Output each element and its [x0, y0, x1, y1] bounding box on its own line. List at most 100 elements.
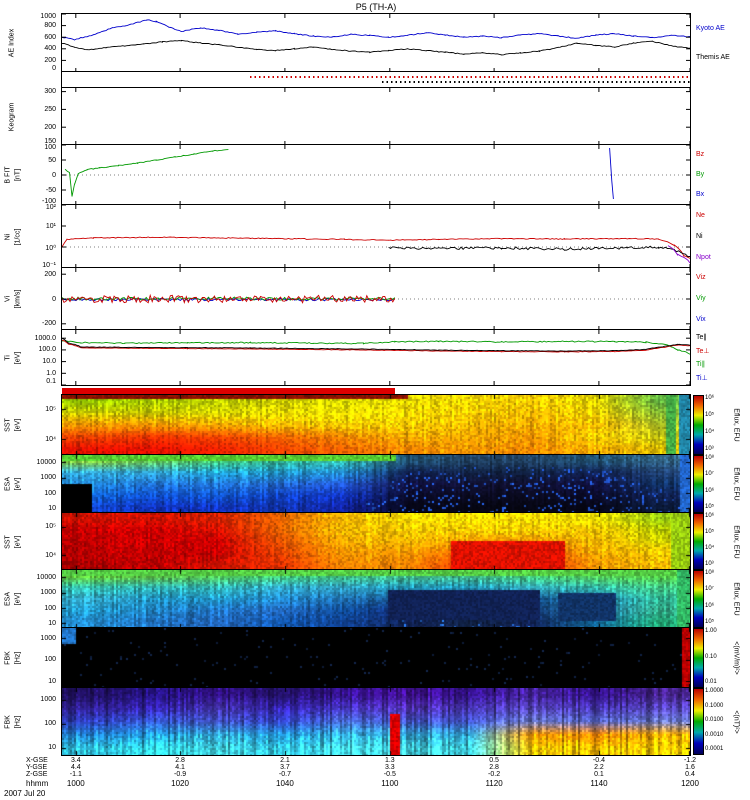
ytick-label: 600 [44, 33, 56, 41]
availability-bar-segment [62, 388, 395, 394]
cbar-tick-label: 0.0001 [705, 746, 724, 752]
ytick-label: 800 [44, 22, 56, 30]
panel-ae [61, 13, 691, 73]
colorbar-esa-ele [693, 570, 704, 628]
series-ti-par [62, 340, 690, 355]
plot-area-vi [62, 268, 690, 330]
ytick-label: 10000 [36, 458, 56, 466]
colorbar-fbk-b [693, 688, 704, 755]
panel-esa-ele [61, 569, 691, 629]
axis-value: 1140 [590, 779, 608, 788]
ytick-label: 10² [45, 203, 56, 211]
axis-value: 2.1 [280, 757, 290, 764]
ytick-label: 200 [44, 123, 56, 131]
axis-value: -1.1 [69, 771, 82, 778]
series-ne [62, 236, 690, 259]
cbar-tick-label: 10⁴ [705, 429, 715, 435]
cbar-tick-label: 10⁴ [705, 545, 715, 551]
ytick-label: 10 [48, 677, 56, 685]
trace-label-ne: Ne [696, 211, 705, 219]
ytick-label: 0 [52, 171, 56, 179]
ytick-label: -50 [45, 186, 56, 194]
axis-value: 1100 [381, 779, 399, 788]
ytick-label: 10⁻¹ [42, 261, 56, 269]
plot-title: P5 (TH-A) [355, 2, 397, 12]
ytick-label: 10 [48, 744, 56, 752]
panel-roi [61, 71, 691, 89]
axis-value: -0.7 [278, 771, 291, 778]
axis-value: -0.9 [174, 771, 187, 778]
axis-value: 0.4 [685, 771, 695, 778]
ytick-label: 200 [44, 270, 56, 278]
ytick-label: 0 [52, 64, 56, 72]
axis-value: 4.4 [70, 764, 81, 771]
trace-label-npot: Npot [696, 253, 711, 261]
plot-area-bfit [62, 145, 690, 205]
panel-fbk-e [61, 627, 691, 689]
ytick-label: 10⁰ [45, 244, 56, 252]
ytick-label: 200 [44, 56, 56, 64]
dotted-marker-line [250, 75, 690, 78]
ytick-label: 10000 [36, 573, 56, 581]
axis-value: 1.6 [685, 764, 695, 771]
axis-value: 3.7 [280, 764, 290, 771]
plot-area-ti [62, 330, 690, 385]
ytick-label: 100 [44, 143, 56, 151]
cbar-tick-label: 10⁸ [705, 455, 715, 461]
ytick-label: 50 [48, 156, 56, 164]
ytick-label: 300 [44, 88, 56, 96]
trace-label-te: Te∥ [696, 333, 707, 341]
axis-value: 1020 [171, 779, 189, 788]
panel-ni [61, 204, 691, 269]
cbar-tick-label: 10⁶ [705, 602, 715, 609]
ytick-label: 10 [48, 619, 56, 627]
colorbar-sst-ele [693, 513, 704, 570]
trace-label-vix: Vix [696, 315, 706, 323]
ytick-label: 1000.0 [34, 334, 56, 342]
cbar-tick-label: 0.01 [705, 679, 717, 685]
trace-label-kyotoae: Kyoto AE [696, 24, 725, 32]
cbar-tick-label: 0.10 [705, 653, 717, 660]
ytick-label: 10⁵ [45, 523, 56, 531]
colorbar-fbk-e [693, 628, 704, 688]
spectrogram-fbk-e [62, 628, 690, 688]
series-te-par [62, 337, 690, 352]
plot-area-keogram [62, 88, 690, 145]
series-bx [609, 147, 614, 200]
panel-sst-ion [61, 394, 691, 456]
trace-label-viz: Viz [696, 274, 706, 282]
axis-value: -0.4 [592, 757, 605, 764]
axis-value: 2.8 [489, 764, 499, 771]
cbar-tick-label: 0.1000 [705, 702, 724, 709]
cbar-tick-label: 10⁵ [705, 412, 715, 418]
series-viz [62, 293, 396, 305]
spectrogram-sst-ion [62, 395, 690, 455]
cbar-tick-label: 10⁶ [705, 395, 715, 401]
axis-value: -1.2 [683, 757, 697, 764]
cbar-tick-label: 0.0010 [705, 731, 724, 738]
ytick-label: 100 [44, 489, 56, 497]
spectrogram-esa-ion [62, 455, 690, 513]
plot-area-ae [62, 14, 690, 72]
panel-bfit [61, 144, 691, 206]
axis-row-label-x-gse: X-GSE [26, 757, 48, 764]
axis-row-label-y-gse: Y-GSE [26, 764, 48, 771]
ytick-label: 100 [44, 656, 56, 664]
dotted-marker-line [382, 80, 690, 83]
panel-vi [61, 267, 691, 331]
cbar-tick-label: 10⁶ [705, 513, 715, 519]
plot-area-ni [62, 205, 690, 268]
ytick-label: 100 [44, 604, 56, 612]
ytick-label: 1000 [40, 696, 56, 703]
ytick-label: 250 [44, 105, 56, 113]
series-by [64, 149, 229, 197]
axis-row-label-hhmm: hhmm [26, 779, 49, 788]
ytick-label: 1000 [40, 634, 56, 642]
ytick-label: 10¹ [45, 222, 56, 230]
trace-label-ti: Ti⊥ [696, 375, 708, 383]
axis-value: 1120 [485, 779, 503, 788]
spectrogram-esa-ele [62, 570, 690, 628]
